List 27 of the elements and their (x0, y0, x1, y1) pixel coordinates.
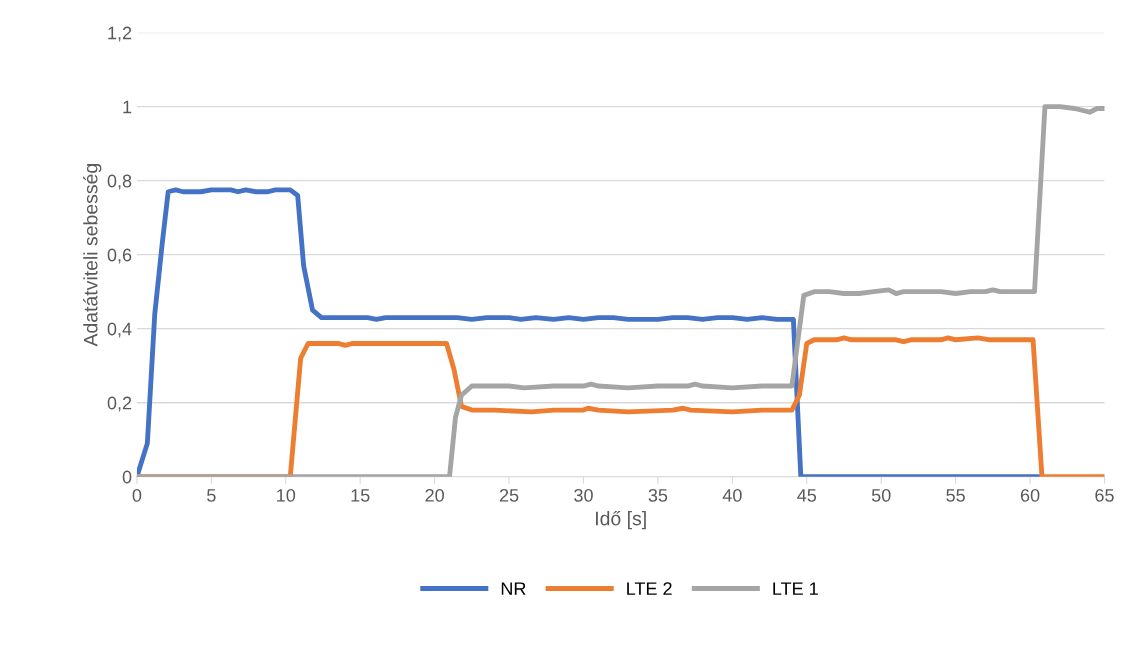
y-tick-label: 0,4 (107, 322, 132, 338)
x-tick-label: 35 (648, 488, 668, 502)
y-tick-label: 0,8 (107, 174, 132, 190)
x-tick-label: 20 (425, 488, 444, 502)
y-tick-label: 1 (123, 100, 132, 114)
x-tick-label: 55 (946, 489, 965, 502)
legend-label: LTE 2 (627, 582, 672, 595)
y-tick-label: 0,6 (107, 248, 132, 264)
y-tick-label: 0,2 (107, 396, 132, 412)
line-series (136, 187, 1040, 477)
x-tick-label: 60 (1020, 488, 1040, 502)
legend-label: NR (501, 582, 526, 595)
x-tick-label: 50 (871, 488, 891, 502)
x-tick-label: 40 (722, 488, 742, 502)
y-tick-label: 0 (122, 470, 132, 484)
legend-label: LTE 1 (773, 582, 818, 595)
x-tick-label: 0 (132, 488, 142, 502)
x-tick-label: 45 (797, 489, 817, 502)
x-tick-label: 15 (351, 489, 370, 502)
y-tick-label: 1,2 (108, 26, 132, 42)
x-tick-label: 30 (574, 488, 593, 502)
x-tick-label: 25 (499, 488, 519, 502)
x-tick-label: 5 (207, 489, 216, 502)
x-tick-label: 10 (277, 488, 296, 502)
x-axis-title: Idő [s] (596, 510, 646, 530)
y-axis-title: Adatátviteli sebesség (83, 164, 102, 347)
x-tick-label: 65 (1095, 488, 1114, 502)
